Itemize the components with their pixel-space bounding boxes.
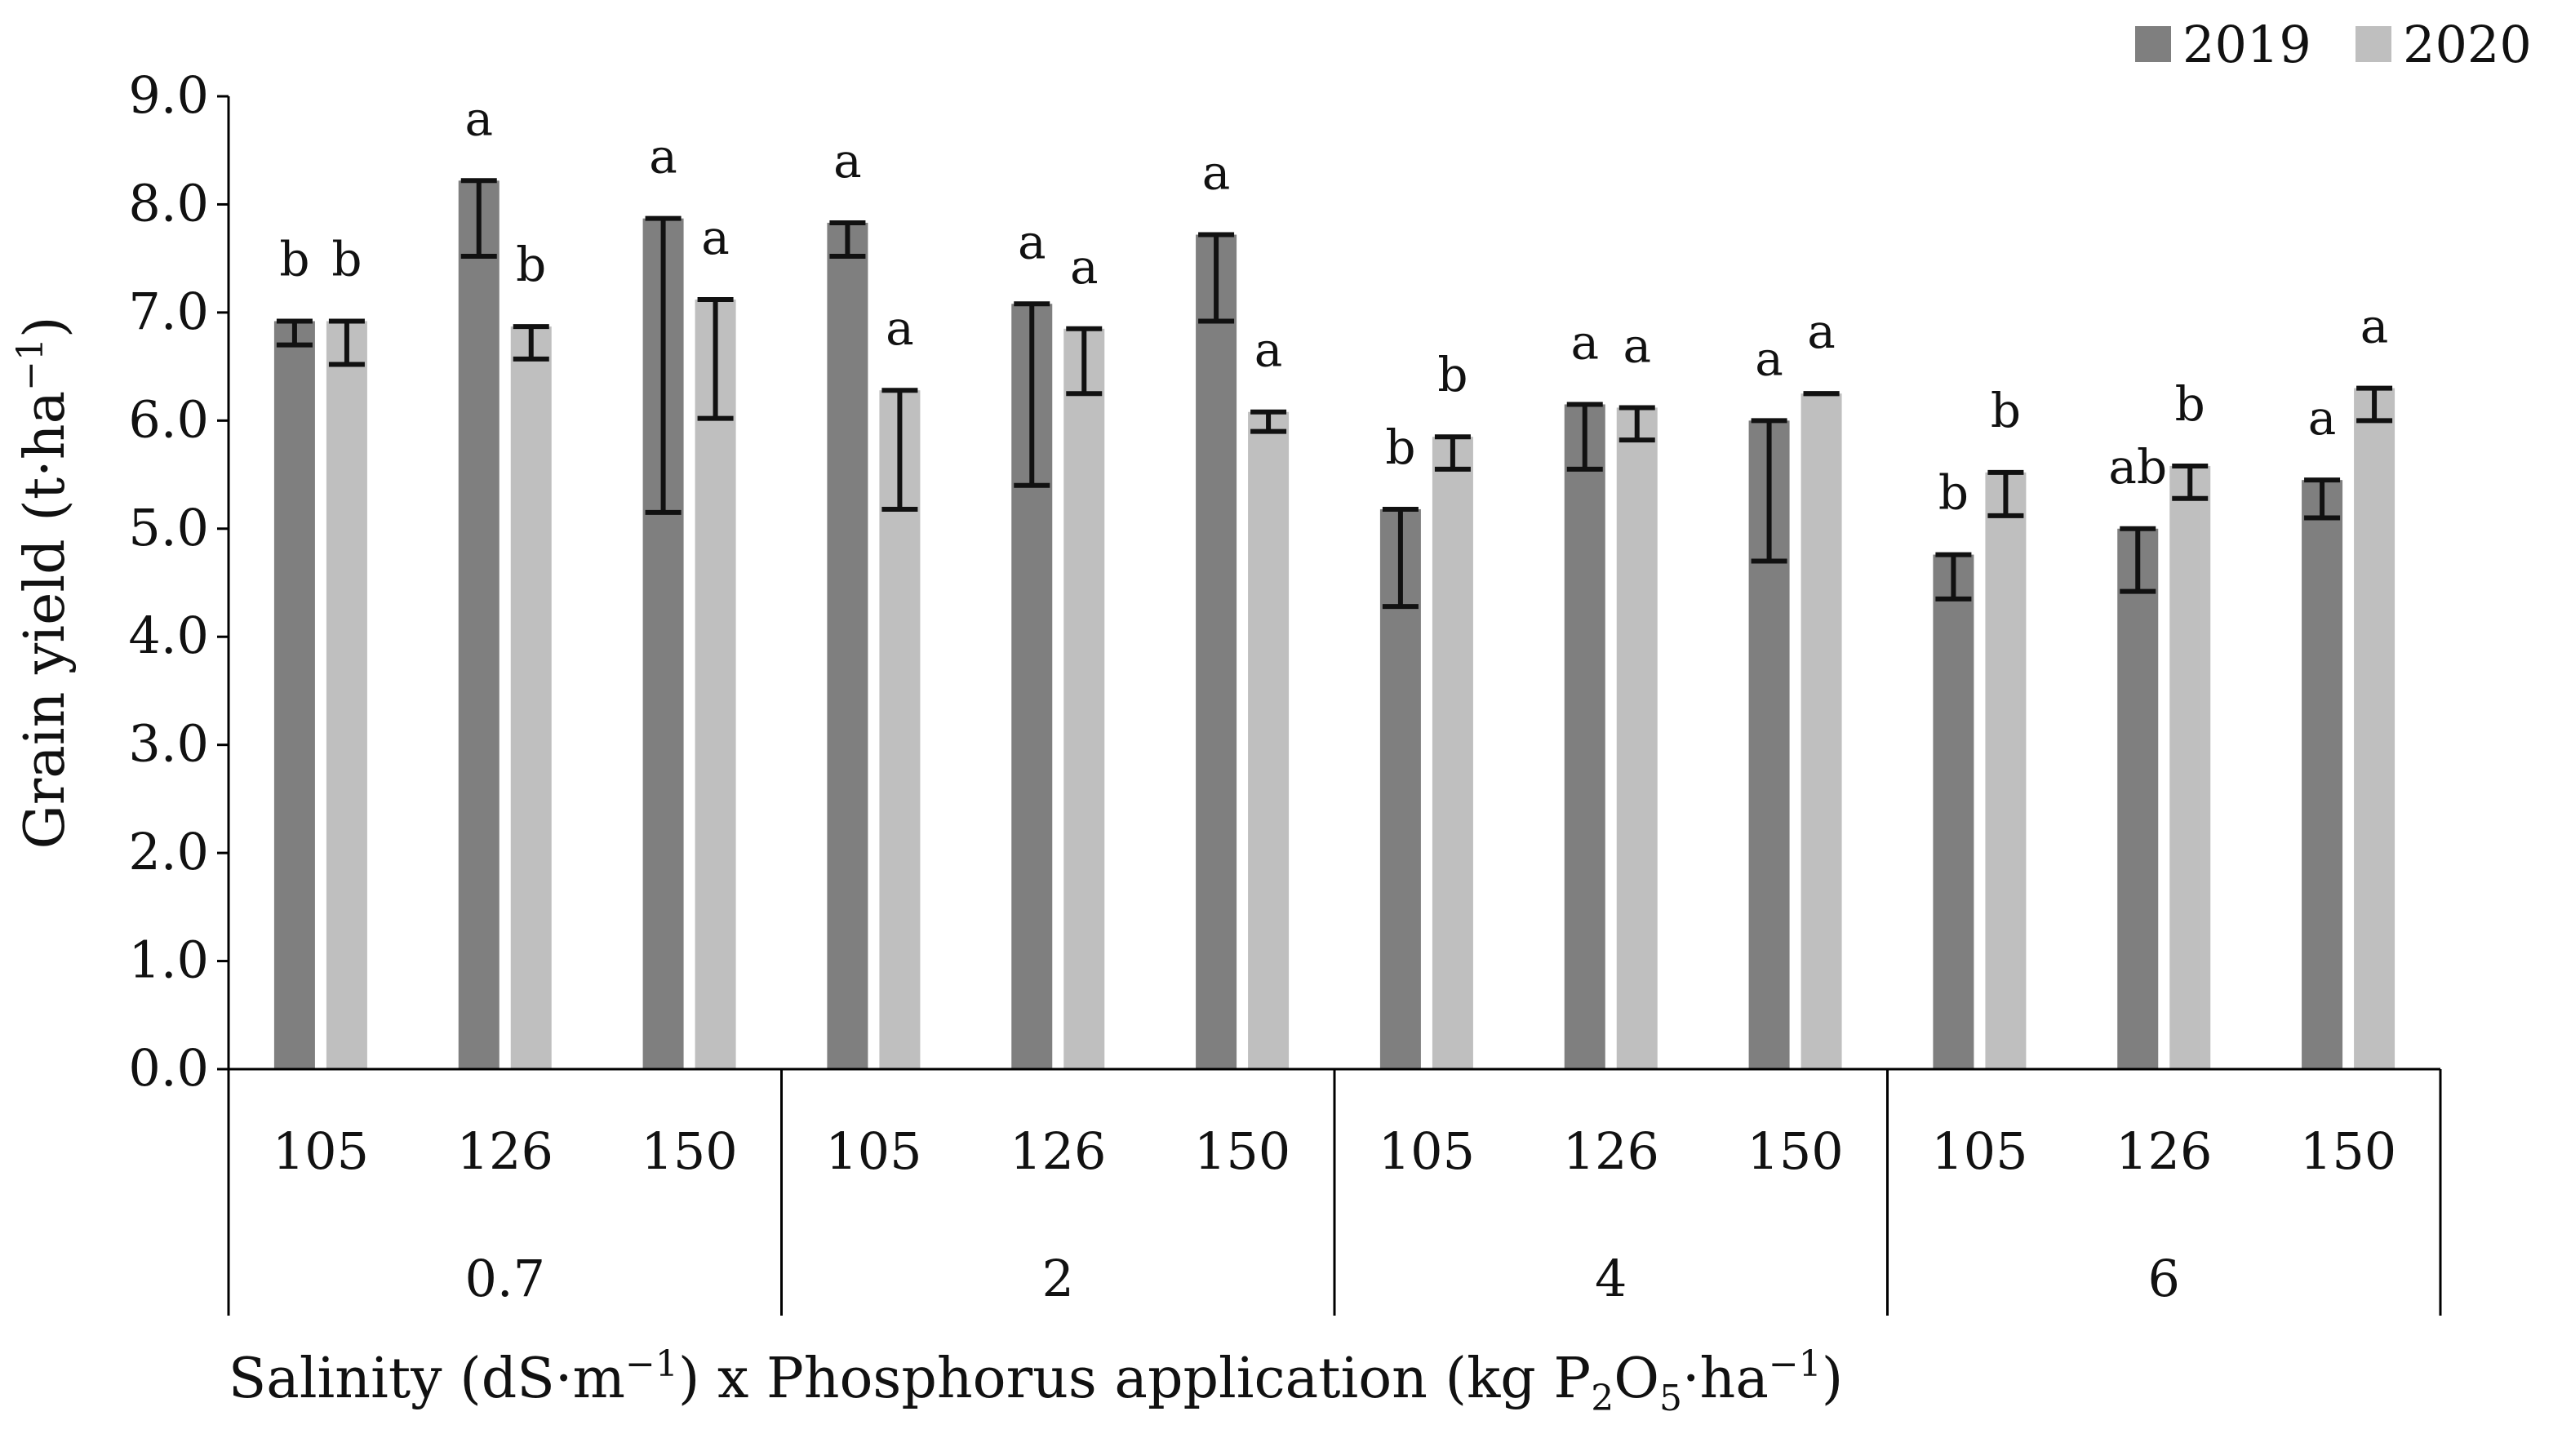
bar-2020-5 bbox=[1248, 411, 1290, 1069]
bar-2020-10 bbox=[2169, 465, 2211, 1069]
legend-swatch-2019 bbox=[2135, 26, 2171, 62]
bar-2020-2 bbox=[695, 299, 736, 1069]
x-category-label: 126 bbox=[2116, 1121, 2212, 1181]
bar-2020-1 bbox=[510, 326, 552, 1069]
significance-label-2020-1: b bbox=[516, 237, 546, 292]
significance-label-2019-3: a bbox=[833, 133, 862, 189]
bar-2020-11 bbox=[2354, 388, 2395, 1070]
significance-label-2020-8: a bbox=[1807, 304, 1836, 359]
significance-label-2019-9: b bbox=[1938, 465, 1969, 521]
bar-2019-1 bbox=[458, 180, 500, 1070]
significance-label-2019-5: a bbox=[1202, 145, 1231, 201]
bar-2019-3 bbox=[827, 222, 868, 1070]
bar-2019-7 bbox=[1564, 404, 1605, 1069]
significance-label-2020-2: a bbox=[701, 210, 730, 265]
legend-swatch-2020 bbox=[2356, 26, 2391, 62]
x-category-label: 126 bbox=[457, 1121, 553, 1181]
bar-2020-0 bbox=[326, 321, 367, 1069]
legend-label-2019: 2019 bbox=[2182, 15, 2311, 74]
significance-label-2019-1: a bbox=[464, 91, 493, 146]
bar-2020-6 bbox=[1432, 437, 1473, 1069]
significance-label-2020-10: b bbox=[2175, 376, 2205, 432]
bar-2020-4 bbox=[1063, 328, 1105, 1069]
x-category-label: 126 bbox=[1563, 1121, 1659, 1181]
x-category-label: 105 bbox=[1379, 1121, 1475, 1181]
y-tick-label: 4.0 bbox=[128, 606, 209, 665]
x-category-label: 150 bbox=[2300, 1121, 2396, 1181]
y-tick-label: 3.0 bbox=[128, 714, 209, 774]
x-group-label: 2 bbox=[1042, 1249, 1074, 1308]
y-axis-title: Grain yield (t·ha−1) bbox=[10, 316, 78, 849]
x-category-label: 150 bbox=[1747, 1121, 1843, 1181]
y-tick-label: 2.0 bbox=[128, 822, 209, 881]
x-category-label: 150 bbox=[1194, 1121, 1290, 1181]
significance-label-2019-0: b bbox=[279, 231, 309, 286]
significance-label-2019-6: b bbox=[1385, 419, 1415, 475]
bar-2019-0 bbox=[273, 321, 315, 1069]
significance-label-2019-10: ab bbox=[2108, 439, 2167, 495]
y-tick-label: 7.0 bbox=[128, 282, 209, 341]
y-tick-label: 1.0 bbox=[128, 930, 209, 990]
significance-label-2020-9: b bbox=[1991, 383, 2021, 438]
bar-2020-9 bbox=[1985, 472, 2027, 1069]
x-group-label: 4 bbox=[1595, 1249, 1627, 1308]
y-tick-label: 5.0 bbox=[128, 498, 209, 557]
significance-label-2019-11: a bbox=[2308, 390, 2337, 446]
significance-label-2019-8: a bbox=[1755, 331, 1783, 386]
y-tick-label: 6.0 bbox=[128, 389, 209, 449]
x-group-label: 6 bbox=[2148, 1249, 2180, 1308]
significance-label-2019-4: a bbox=[1018, 214, 1046, 269]
significance-label-2020-5: a bbox=[1254, 322, 1283, 378]
significance-label-2020-6: b bbox=[1437, 347, 1467, 402]
bar-2019-10 bbox=[2117, 528, 2159, 1069]
legend-label-2020: 2020 bbox=[2403, 15, 2532, 74]
x-category-label: 105 bbox=[273, 1121, 369, 1181]
bar-2020-7 bbox=[1616, 407, 1658, 1069]
x-category-label: 126 bbox=[1010, 1121, 1106, 1181]
significance-label-2019-7: a bbox=[1570, 314, 1599, 370]
y-tick-label: 0.0 bbox=[128, 1038, 209, 1098]
bar-2019-11 bbox=[2302, 480, 2343, 1069]
x-category-label: 105 bbox=[825, 1121, 921, 1181]
significance-label-2020-3: a bbox=[886, 300, 914, 356]
x-group-label: 0.7 bbox=[464, 1249, 545, 1308]
significance-label-2019-2: a bbox=[649, 129, 677, 184]
y-tick-label: 8.0 bbox=[128, 173, 209, 233]
significance-label-2020-4: a bbox=[1070, 239, 1099, 295]
significance-label-2020-7: a bbox=[1623, 317, 1651, 373]
x-category-label: 150 bbox=[641, 1121, 737, 1181]
significance-label-2020-0: b bbox=[331, 231, 362, 286]
x-axis-title: Salinity (dS·m−1) x Phosphorus applicati… bbox=[229, 1343, 1844, 1419]
y-tick-label: 9.0 bbox=[128, 65, 209, 125]
bar-2020-8 bbox=[1801, 393, 1842, 1069]
bar-2019-5 bbox=[1196, 234, 1237, 1069]
significance-label-2020-11: a bbox=[2360, 299, 2389, 354]
x-category-label: 105 bbox=[1931, 1121, 2027, 1181]
bar-2019-9 bbox=[1933, 554, 1974, 1069]
